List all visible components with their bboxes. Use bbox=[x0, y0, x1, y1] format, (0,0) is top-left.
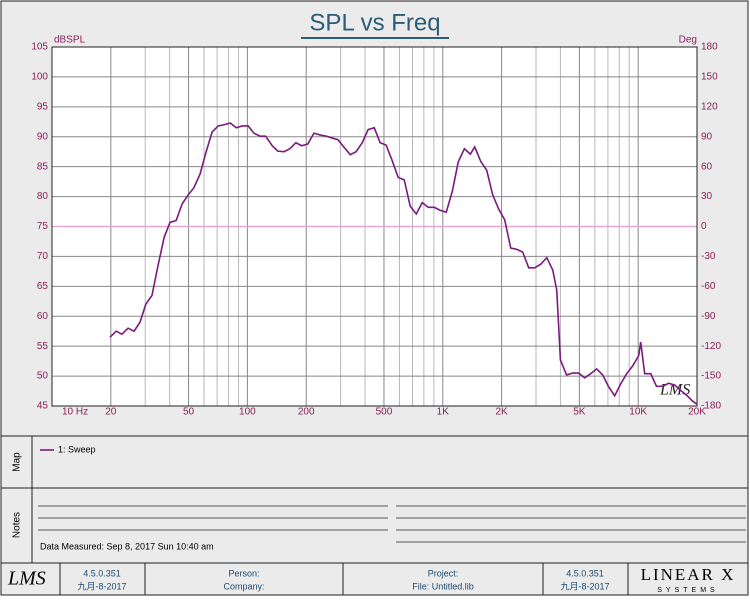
project: Project: bbox=[428, 568, 459, 578]
y2-tick-label: -150 bbox=[701, 371, 721, 382]
brand: LINEAR X bbox=[641, 565, 736, 584]
x-tick-label: 100 bbox=[239, 407, 256, 418]
watermark: LMS bbox=[659, 382, 690, 399]
y-tick-label: 55 bbox=[37, 341, 49, 352]
y2-tick-label: 180 bbox=[701, 42, 718, 53]
x-tick-label: 1K bbox=[437, 407, 450, 418]
panel-label: Notes bbox=[12, 512, 23, 538]
y-tick-label: 70 bbox=[37, 251, 49, 262]
x-tick-label: 20K bbox=[688, 407, 706, 418]
y-tick-label: 60 bbox=[37, 311, 49, 322]
notes-lines bbox=[38, 505, 746, 543]
x-tick-label: 2K bbox=[495, 407, 508, 418]
version: 4.5.0.351 bbox=[83, 568, 121, 578]
y2-tick-label: 120 bbox=[701, 101, 718, 112]
y-tick-label: 65 bbox=[37, 281, 49, 292]
y-tick-label: 85 bbox=[37, 161, 49, 172]
y2-tick-label: -60 bbox=[701, 281, 716, 292]
date: 九月-8-2017 bbox=[560, 581, 609, 591]
x-tick-label: 5K bbox=[573, 407, 586, 418]
footer-logo: LMS bbox=[7, 568, 46, 590]
y2-tick-label: -180 bbox=[701, 401, 721, 412]
panel-label: Map bbox=[12, 452, 23, 472]
y2-tick-label: -90 bbox=[701, 311, 716, 322]
y-tick-label: 100 bbox=[31, 72, 48, 83]
data-measured: Data Measured: Sep 8, 2017 Sun 10:40 am bbox=[40, 541, 214, 551]
x-tick-label: 200 bbox=[298, 407, 315, 418]
chart-title: SPL vs Freq bbox=[309, 9, 440, 36]
y-tick-label: 75 bbox=[37, 221, 49, 232]
y2-tick-label: 0 bbox=[701, 221, 707, 232]
y-tick-label: 90 bbox=[37, 131, 49, 142]
y-tick-label: 45 bbox=[37, 401, 49, 412]
x-tick-label: 10 Hz bbox=[62, 407, 88, 418]
x-tick-label: 20 bbox=[105, 407, 117, 418]
y-tick-label: 50 bbox=[37, 371, 49, 382]
y2-tick-label: -30 bbox=[701, 251, 716, 262]
y-tick-label: 80 bbox=[37, 191, 49, 202]
plot-border bbox=[51, 46, 698, 407]
y2-tick-label: 90 bbox=[701, 131, 713, 142]
x-tick-label: 500 bbox=[376, 407, 393, 418]
y-tick-label: 105 bbox=[31, 42, 48, 53]
version: 4.5.0.351 bbox=[566, 568, 604, 578]
y2-tick-label: 60 bbox=[701, 161, 713, 172]
y2-tick-label: 30 bbox=[701, 191, 713, 202]
y2-tick-label: 150 bbox=[701, 72, 718, 83]
brand-sub: SYSTEMS bbox=[657, 587, 718, 594]
footer-dividers bbox=[59, 563, 629, 595]
y2-tick-label: -120 bbox=[701, 341, 721, 352]
person: Person: bbox=[228, 568, 259, 578]
line-series bbox=[109, 122, 698, 405]
y-axis-label: dBSPL bbox=[54, 35, 86, 46]
y-tick-label: 95 bbox=[37, 101, 49, 112]
date: 九月-8-2017 bbox=[77, 581, 126, 591]
x-tick-label: 50 bbox=[183, 407, 195, 418]
company: Company: bbox=[223, 581, 264, 591]
y2-axis-label: Deg bbox=[679, 35, 697, 46]
legend-label: 1: Sweep bbox=[58, 444, 96, 454]
x-tick-label: 10K bbox=[629, 407, 647, 418]
file: File: Untitled.lib bbox=[412, 581, 474, 591]
